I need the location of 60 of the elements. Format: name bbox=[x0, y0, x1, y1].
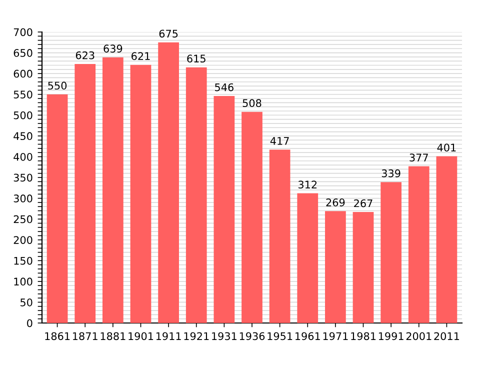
data-label: 615 bbox=[187, 54, 206, 63]
y-tick-label: 450 bbox=[14, 132, 32, 140]
bar bbox=[242, 112, 262, 323]
data-label: 639 bbox=[104, 44, 122, 53]
data-label: 401 bbox=[437, 144, 456, 152]
bar bbox=[352, 212, 374, 323]
x-tick-label: 2011 bbox=[434, 332, 459, 340]
data-label: 312 bbox=[298, 180, 317, 188]
bar bbox=[269, 150, 290, 323]
x-tick-label: 1951 bbox=[268, 332, 292, 340]
x-tick-label: 1911 bbox=[156, 332, 181, 340]
bar bbox=[408, 166, 430, 323]
x-tick-label: 1981 bbox=[351, 332, 376, 340]
data-label: 675 bbox=[159, 30, 178, 38]
y-tick-label: 500 bbox=[14, 111, 32, 120]
bar bbox=[158, 42, 179, 323]
y-tick-label: 0 bbox=[27, 319, 32, 328]
y-tick-label: 200 bbox=[14, 236, 32, 244]
x-tick-label: 1881 bbox=[100, 332, 126, 340]
y-tick-label: 300 bbox=[14, 194, 32, 202]
bar bbox=[436, 156, 458, 323]
y-tick-label: 600 bbox=[14, 70, 32, 78]
bar bbox=[297, 193, 318, 323]
x-tick-label: 2001 bbox=[406, 332, 432, 340]
x-tick-label: 1936 bbox=[240, 332, 265, 340]
x-tick-label: 1931 bbox=[212, 332, 236, 340]
data-label: 623 bbox=[76, 51, 94, 60]
y-tick-label: 50 bbox=[20, 298, 32, 306]
y-tick-label: 400 bbox=[14, 152, 32, 161]
x-tick-label: 1861 bbox=[45, 332, 70, 340]
data-label: 550 bbox=[48, 82, 67, 90]
data-label: 546 bbox=[215, 83, 234, 92]
bar bbox=[74, 64, 96, 323]
y-tick-label: 700 bbox=[14, 28, 32, 36]
data-label: 377 bbox=[410, 154, 428, 162]
bar bbox=[325, 211, 346, 323]
bar bbox=[46, 94, 68, 323]
x-tick-label: 1901 bbox=[128, 332, 154, 340]
bar bbox=[102, 57, 124, 323]
y-tick-label: 650 bbox=[14, 49, 32, 57]
bar bbox=[214, 96, 235, 323]
bar bbox=[186, 67, 207, 323]
data-label: 417 bbox=[270, 137, 289, 145]
y-tick-label: 550 bbox=[14, 90, 32, 98]
data-label: 269 bbox=[326, 198, 345, 206]
data-label: 621 bbox=[132, 52, 150, 60]
y-tick-label: 150 bbox=[14, 256, 32, 265]
bar bbox=[130, 64, 152, 323]
y-tick-label: 250 bbox=[14, 215, 32, 224]
y-tick-label: 100 bbox=[14, 278, 32, 286]
x-tick-label: 1921 bbox=[184, 332, 209, 340]
x-tick-label: 1971 bbox=[323, 332, 348, 340]
bar bbox=[380, 182, 402, 323]
x-tick-label: 1991 bbox=[378, 332, 404, 340]
data-label: 267 bbox=[354, 199, 372, 208]
data-label: 508 bbox=[242, 99, 262, 108]
x-tick-label: 1871 bbox=[73, 332, 98, 340]
x-tick-label: 1961 bbox=[296, 332, 320, 340]
data-label: 339 bbox=[382, 169, 400, 178]
y-tick-label: 350 bbox=[14, 174, 32, 182]
